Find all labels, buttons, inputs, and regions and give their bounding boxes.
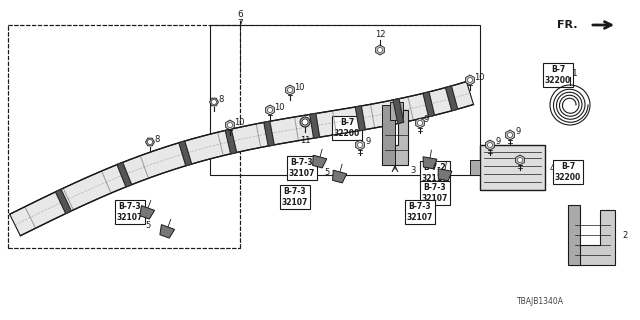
- Circle shape: [358, 142, 362, 148]
- Text: B-7-3
32107: B-7-3 32107: [282, 187, 308, 207]
- Polygon shape: [570, 210, 615, 265]
- Polygon shape: [486, 140, 494, 150]
- Circle shape: [302, 119, 308, 125]
- Polygon shape: [145, 138, 154, 146]
- Circle shape: [467, 77, 472, 83]
- Circle shape: [300, 117, 310, 127]
- Text: 4: 4: [550, 164, 556, 172]
- Text: 5: 5: [324, 167, 330, 177]
- Text: 3: 3: [410, 165, 415, 174]
- Text: 10: 10: [234, 117, 244, 126]
- Polygon shape: [356, 140, 364, 150]
- Text: B-7
32200: B-7 32200: [334, 118, 360, 138]
- Polygon shape: [312, 155, 327, 168]
- Polygon shape: [438, 169, 452, 181]
- Circle shape: [378, 47, 383, 52]
- Circle shape: [268, 108, 273, 113]
- Polygon shape: [516, 155, 524, 165]
- Circle shape: [518, 157, 522, 163]
- Text: 10: 10: [294, 83, 305, 92]
- Polygon shape: [390, 102, 403, 120]
- Polygon shape: [10, 82, 474, 236]
- Polygon shape: [355, 106, 365, 131]
- Circle shape: [211, 100, 216, 105]
- Circle shape: [287, 87, 292, 92]
- Polygon shape: [423, 157, 437, 169]
- Text: 2: 2: [622, 230, 627, 239]
- Text: 1: 1: [572, 68, 578, 77]
- Polygon shape: [264, 121, 274, 146]
- Circle shape: [508, 132, 513, 138]
- Text: B-7-3
32107: B-7-3 32107: [407, 202, 433, 222]
- Circle shape: [417, 121, 422, 125]
- Polygon shape: [423, 92, 435, 117]
- Polygon shape: [140, 206, 155, 219]
- Text: 12: 12: [375, 29, 385, 38]
- Text: 9: 9: [365, 137, 371, 146]
- Polygon shape: [117, 162, 132, 187]
- Polygon shape: [506, 130, 515, 140]
- Polygon shape: [226, 120, 234, 130]
- Text: 9: 9: [424, 115, 429, 124]
- Text: 6: 6: [237, 10, 243, 19]
- Text: 11: 11: [300, 135, 310, 145]
- Text: 10: 10: [274, 102, 285, 111]
- Polygon shape: [56, 189, 71, 213]
- Text: 10: 10: [474, 73, 484, 82]
- Polygon shape: [382, 105, 395, 165]
- Polygon shape: [225, 129, 237, 154]
- Polygon shape: [285, 85, 294, 95]
- Text: 8: 8: [218, 94, 223, 103]
- Polygon shape: [393, 99, 404, 124]
- Polygon shape: [568, 205, 580, 265]
- Polygon shape: [415, 118, 424, 128]
- Circle shape: [227, 123, 232, 127]
- Polygon shape: [160, 225, 175, 238]
- Text: 7: 7: [237, 19, 243, 28]
- Polygon shape: [445, 86, 458, 111]
- Text: B-7-3
32107: B-7-3 32107: [422, 183, 448, 203]
- Polygon shape: [266, 105, 275, 115]
- Text: 9: 9: [525, 153, 531, 162]
- Polygon shape: [470, 160, 480, 175]
- Text: B-7-2
32117: B-7-2 32117: [422, 163, 448, 183]
- Polygon shape: [333, 170, 347, 183]
- Text: 5: 5: [145, 220, 150, 229]
- Text: B-7-3
32107: B-7-3 32107: [117, 202, 143, 222]
- Circle shape: [147, 140, 152, 145]
- Bar: [210, 25, 480, 175]
- Polygon shape: [209, 98, 218, 106]
- Bar: [480, 145, 545, 190]
- Polygon shape: [466, 75, 474, 85]
- Circle shape: [488, 142, 493, 148]
- Text: 9: 9: [495, 137, 500, 146]
- Text: 8: 8: [154, 134, 159, 143]
- Polygon shape: [310, 114, 319, 138]
- Polygon shape: [382, 110, 408, 165]
- Text: B-7
32200: B-7 32200: [545, 65, 571, 85]
- Polygon shape: [376, 45, 385, 55]
- Text: 9: 9: [515, 126, 520, 135]
- Text: 5: 5: [437, 167, 443, 177]
- Text: FR.: FR.: [557, 20, 577, 30]
- Text: B-7
32200: B-7 32200: [555, 162, 581, 182]
- Text: B-7-3
32107: B-7-3 32107: [289, 158, 315, 178]
- Text: TBAJB1340A: TBAJB1340A: [516, 298, 563, 307]
- Polygon shape: [179, 141, 191, 166]
